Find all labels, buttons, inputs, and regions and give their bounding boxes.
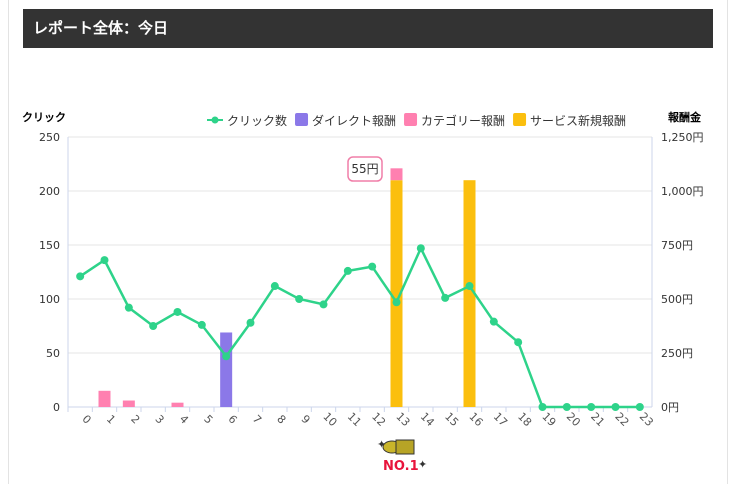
y-tick-label: 0	[53, 401, 60, 414]
y2-tick-label: 1,000円	[661, 185, 704, 198]
bar[interactable]	[122, 400, 135, 407]
x-tick-label: 15	[442, 410, 461, 429]
y-tick-label: 200	[39, 185, 60, 198]
no1-badge: NO.1	[383, 459, 419, 474]
coin-stack-icon	[395, 439, 415, 455]
line-point[interactable]	[562, 403, 571, 411]
line-point[interactable]	[489, 317, 498, 326]
x-tick-label: 22	[612, 410, 631, 429]
y2-axis-title: 報酬金	[668, 110, 702, 124]
x-tick-label: 21	[588, 410, 607, 429]
line-point[interactable]	[149, 322, 158, 330]
sparkle-icon: ✦	[418, 458, 427, 471]
line-point[interactable]	[76, 272, 85, 281]
y-tick-label: 150	[39, 239, 60, 252]
x-tick-label: 16	[466, 410, 485, 429]
line-point[interactable]	[319, 300, 328, 309]
y2-tick-label: 750円	[661, 239, 693, 252]
line-point[interactable]	[465, 282, 474, 291]
line-point[interactable]	[514, 338, 523, 347]
line-point[interactable]	[611, 403, 620, 411]
line-point[interactable]	[100, 256, 109, 265]
bar[interactable]	[463, 180, 476, 407]
line-point[interactable]	[270, 282, 279, 291]
bar[interactable]	[390, 168, 403, 181]
legend-swatch	[404, 113, 418, 126]
tooltip	[347, 156, 383, 182]
y2-tick-label: 250円	[661, 347, 693, 360]
y-tick-label: 100	[39, 293, 60, 306]
line-point[interactable]	[222, 352, 231, 361]
legend-item[interactable]: カテゴリー報酬	[421, 113, 505, 128]
y2-tick-label: 0円	[661, 401, 679, 414]
line-point[interactable]	[246, 318, 255, 327]
legend-swatch	[513, 113, 527, 126]
x-tick-label: 12	[369, 410, 388, 429]
x-tick-label: 9	[299, 412, 313, 426]
x-tick-label: 23	[637, 410, 656, 429]
report-panel	[8, 0, 728, 484]
x-tick-label: 3	[153, 412, 167, 426]
line-point[interactable]	[295, 295, 304, 303]
x-tick-label: 10	[320, 410, 339, 429]
y2-tick-label: 1,250円	[661, 131, 704, 144]
line-point[interactable]	[392, 298, 401, 307]
bar[interactable]	[390, 180, 403, 407]
x-tick-label: 4	[177, 412, 191, 426]
x-tick-label: 7	[250, 412, 264, 426]
x-tick-label: 18	[515, 410, 534, 429]
x-tick-label: 0	[80, 412, 94, 426]
x-tick-label: 19	[539, 410, 558, 429]
line-point[interactable]	[416, 244, 425, 253]
page-title: レポート全体：今日	[23, 9, 713, 48]
legend-item[interactable]: クリック数	[227, 113, 287, 128]
line-point[interactable]	[343, 266, 352, 275]
legend-item[interactable]: サービス新規報酬	[530, 113, 626, 128]
x-tick-label: 11	[345, 410, 364, 429]
y2-tick-label: 500円	[661, 293, 693, 306]
sparkle-icon: ✦	[377, 438, 386, 451]
line-point[interactable]	[368, 262, 377, 271]
line-point[interactable]	[635, 403, 644, 411]
x-tick-label: 1	[104, 412, 118, 426]
x-tick-label: 20	[564, 410, 583, 429]
x-tick-label: 6	[226, 412, 240, 426]
y-tick-label: 50	[46, 347, 60, 360]
line-point[interactable]	[173, 307, 182, 316]
bar[interactable]	[220, 332, 233, 407]
y-tick-label: 250	[39, 131, 60, 144]
x-tick-label: 17	[491, 410, 510, 429]
legend-dot-icon	[211, 116, 219, 124]
line-point[interactable]	[587, 403, 596, 411]
x-tick-label: 13	[393, 410, 412, 429]
line-point[interactable]	[441, 293, 450, 302]
bar[interactable]	[171, 402, 184, 407]
line-point[interactable]	[538, 403, 547, 411]
x-tick-label: 14	[418, 410, 437, 429]
tooltip-text: 55円	[351, 162, 378, 176]
x-tick-label: 8	[274, 412, 288, 426]
click-line	[79, 245, 640, 409]
line-point[interactable]	[124, 303, 133, 312]
line-point[interactable]	[197, 320, 206, 329]
y-axis-title: クリック	[22, 111, 66, 124]
x-tick-label: 5	[201, 412, 215, 426]
legend-swatch	[295, 113, 309, 126]
x-tick-label: 2	[128, 412, 142, 426]
legend-item[interactable]: ダイレクト報酬	[312, 113, 396, 128]
bar[interactable]	[98, 390, 111, 407]
